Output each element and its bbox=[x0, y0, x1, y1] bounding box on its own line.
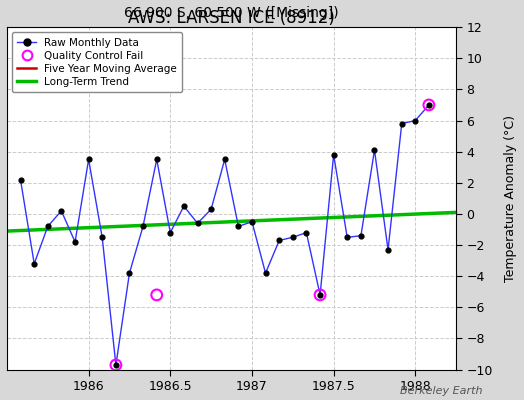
Point bbox=[57, 208, 66, 214]
Legend: Raw Monthly Data, Quality Control Fail, Five Year Moving Average, Long-Term Tren: Raw Monthly Data, Quality Control Fail, … bbox=[12, 32, 182, 92]
Text: Berkeley Earth: Berkeley Earth bbox=[400, 386, 482, 396]
Point bbox=[343, 234, 352, 240]
Point bbox=[112, 362, 120, 368]
Point bbox=[289, 234, 297, 240]
Point bbox=[71, 239, 79, 245]
Point bbox=[424, 102, 433, 108]
Point bbox=[424, 102, 433, 108]
Point bbox=[152, 156, 161, 163]
Point bbox=[234, 223, 243, 230]
Point bbox=[248, 218, 256, 225]
Point bbox=[30, 260, 38, 267]
Point bbox=[43, 223, 52, 230]
Point bbox=[112, 362, 120, 368]
Point bbox=[316, 292, 324, 298]
Point bbox=[261, 270, 270, 276]
Point bbox=[275, 237, 283, 244]
Point bbox=[84, 156, 93, 163]
Point bbox=[180, 203, 188, 209]
Point bbox=[16, 176, 25, 183]
Point bbox=[411, 117, 420, 124]
Point bbox=[166, 230, 174, 236]
Title: AWS: LARSEN ICE (8912): AWS: LARSEN ICE (8912) bbox=[128, 9, 335, 27]
Point bbox=[316, 292, 324, 298]
Point bbox=[152, 292, 161, 298]
Point bbox=[98, 234, 106, 240]
Point bbox=[302, 230, 311, 236]
Point bbox=[193, 220, 202, 226]
Point bbox=[330, 152, 338, 158]
Text: 66.900 S, 60.500 W ([Missing]): 66.900 S, 60.500 W ([Missing]) bbox=[124, 6, 339, 20]
Point bbox=[125, 270, 134, 276]
Point bbox=[384, 246, 392, 253]
Point bbox=[207, 206, 215, 212]
Point bbox=[139, 223, 147, 230]
Y-axis label: Temperature Anomaly (°C): Temperature Anomaly (°C) bbox=[504, 115, 517, 282]
Point bbox=[370, 147, 379, 153]
Point bbox=[398, 120, 406, 127]
Point bbox=[221, 156, 229, 163]
Point bbox=[357, 232, 365, 239]
